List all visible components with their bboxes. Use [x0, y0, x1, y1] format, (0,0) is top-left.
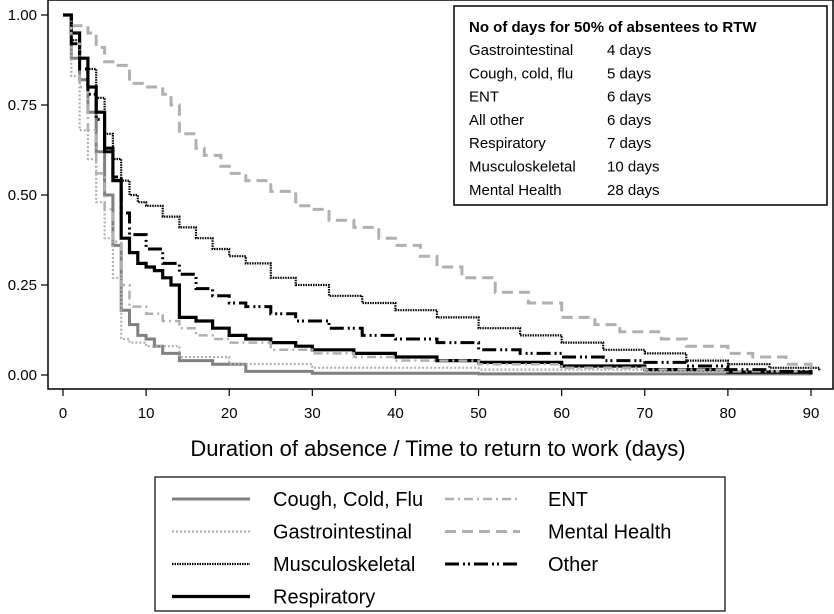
annotation-row-value: 28 days	[607, 182, 660, 199]
legend-label: Mental Health	[548, 522, 671, 544]
legend-label: Musculoskeletal	[273, 554, 415, 576]
y-tick-label: 0.25	[8, 277, 37, 294]
y-axis: 0.00 0.25 0.50 0.75 1.00	[8, 7, 48, 384]
legend-label: Gastrointestinal	[273, 522, 412, 544]
legend-label: Other	[548, 554, 598, 576]
x-tick-label: 60	[553, 405, 570, 422]
x-tick-label: 70	[636, 405, 653, 422]
annotation-row-label: Respiratory	[469, 135, 546, 152]
annotation-row-value: 5 days	[607, 65, 651, 82]
series-line-other	[63, 13, 813, 374]
x-axis-title: Duration of absence / Time to return to …	[190, 436, 685, 461]
annotation-row-value: 4 days	[607, 42, 651, 59]
annotation-row-label: Mental Health	[469, 182, 562, 199]
series-layer	[63, 13, 821, 376]
y-tick-label: 0.50	[8, 187, 37, 204]
y-tick-label: 0.75	[8, 97, 37, 114]
annotation-title: No of days for 50% of absentees to RTW	[469, 19, 757, 36]
legend-label: Respiratory	[273, 587, 375, 609]
series-line-respiratory	[63, 13, 813, 375]
series-line-musculoskeletal	[63, 13, 821, 372]
x-tick-label: 80	[720, 405, 737, 422]
legend-label: ENT	[548, 489, 588, 511]
annotation-row-label: Musculoskeletal	[469, 159, 576, 176]
annotation-box	[453, 5, 828, 206]
series-line-mental-health	[71, 24, 813, 368]
y-tick-label: 0.00	[8, 367, 37, 384]
annotation-row-value: 6 days	[607, 112, 651, 129]
annotation-row-label: Cough, cold, flu	[469, 65, 573, 82]
annotation-row-label: ENT	[469, 89, 499, 106]
x-tick-label: 30	[304, 405, 321, 422]
median-rtw-annotation: No of days for 50% of absentees to RTW G…	[453, 5, 828, 206]
annotation-row-value: 6 days	[607, 89, 651, 106]
x-axis: 0 10 20 30 40 50 60 70 80 90	[59, 389, 820, 422]
x-tick-label: 0	[59, 405, 67, 422]
x-tick-label: 40	[387, 405, 404, 422]
x-tick-label: 20	[221, 405, 238, 422]
y-tick-label: 1.00	[8, 7, 37, 24]
annotation-row-value: 7 days	[607, 135, 651, 152]
series-line-ent	[63, 13, 813, 374]
legend-label: Cough, Cold, Flu	[273, 489, 423, 511]
legend-box	[154, 476, 726, 612]
annotation-row-value: 10 days	[607, 159, 660, 176]
annotation-row-label: Gastrointestinal	[469, 42, 573, 59]
x-tick-label: 90	[803, 405, 820, 422]
x-tick-label: 50	[470, 405, 487, 422]
annotation-row-label: All other	[469, 112, 524, 129]
legend: Cough, Cold, Flu Gastrointestinal Musculos…	[154, 476, 726, 612]
x-tick-label: 10	[138, 405, 155, 422]
